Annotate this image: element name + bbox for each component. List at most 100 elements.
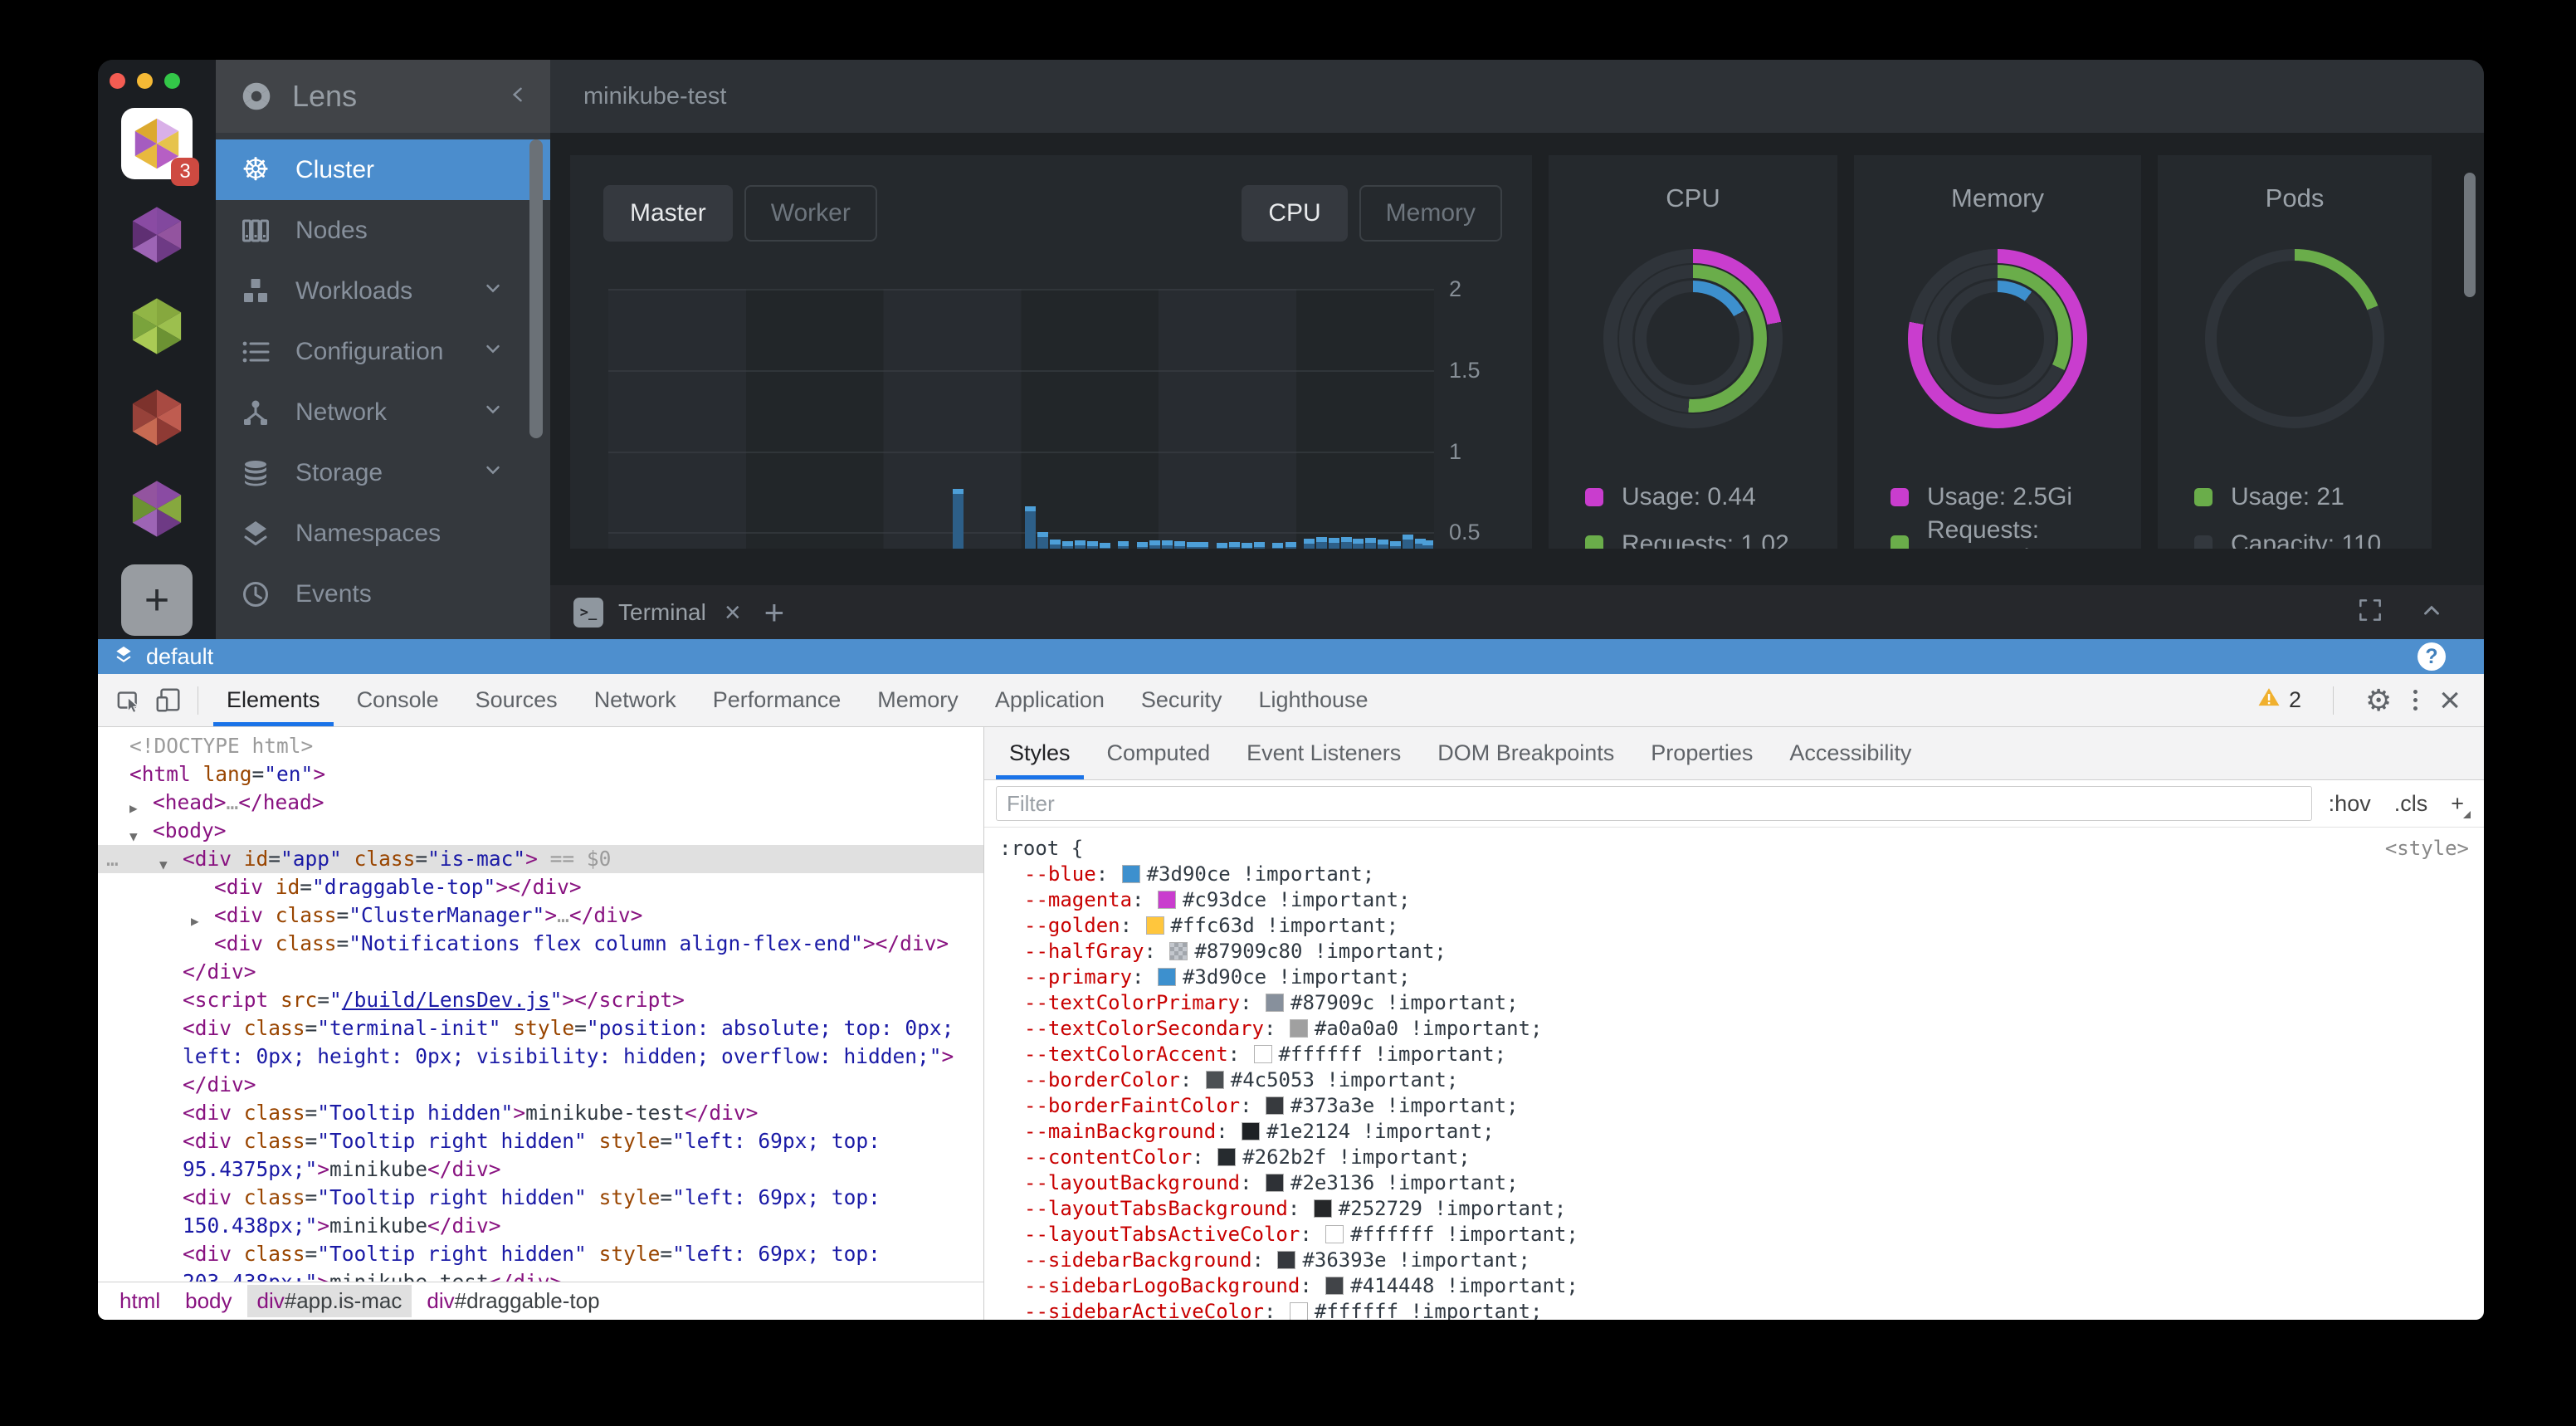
- sidebar-item-workloads[interactable]: Workloads: [216, 261, 550, 321]
- devtools-tab-application[interactable]: Application: [994, 687, 1105, 712]
- css-variable[interactable]: --contentColor: #262b2f !important;: [1024, 1145, 1471, 1169]
- sidebar-item-network[interactable]: Network: [216, 382, 550, 442]
- terminal-add-button[interactable]: +: [764, 592, 785, 632]
- color-swatch[interactable]: [1325, 1277, 1344, 1295]
- breadcrumb-item[interactable]: div #app.is-mac: [246, 1285, 412, 1317]
- help-button[interactable]: ?: [2417, 642, 2446, 671]
- cluster-tile-cluster-5[interactable]: [121, 473, 193, 545]
- sidebar-item-configuration[interactable]: Configuration: [216, 321, 550, 382]
- dom-tree-node[interactable]: <!DOCTYPE html>: [129, 734, 314, 758]
- sidebar-scrollbar[interactable]: [529, 139, 543, 438]
- sidebar-item-events[interactable]: Events: [216, 564, 550, 624]
- color-swatch[interactable]: [1242, 1122, 1261, 1140]
- color-swatch[interactable]: [1157, 968, 1176, 986]
- collapse-arrow-icon[interactable]: ▼: [129, 828, 138, 844]
- dom-tree-node[interactable]: <html lang="en">: [129, 762, 326, 786]
- dom-tree-node[interactable]: 95.4375px;">minikube</div>: [183, 1157, 501, 1181]
- chevron-up-icon[interactable]: [2419, 598, 2444, 627]
- dom-tree-node[interactable]: </div>: [183, 1072, 256, 1096]
- new-style-rule-button[interactable]: +: [2451, 790, 2471, 818]
- more-options-icon[interactable]: [2413, 690, 2418, 711]
- cluster-tile-cluster-2[interactable]: [121, 199, 193, 271]
- cluster-tile-cluster-3[interactable]: [121, 291, 193, 362]
- styles-rules[interactable]: <style> :root { --blue: #3d90ce !importa…: [984, 828, 2484, 1320]
- css-variable[interactable]: --borderFaintColor: #373a3e !important;: [1024, 1094, 1519, 1117]
- dom-tree-node[interactable]: <div class="Tooltip right hidden" style=…: [183, 1242, 881, 1266]
- dom-tree-node[interactable]: <div class="Tooltip right hidden" style=…: [183, 1129, 881, 1153]
- styles-filter-input[interactable]: [996, 786, 2312, 821]
- dom-tree-node[interactable]: ▼ <body>: [98, 817, 983, 845]
- expand-arrow-icon[interactable]: ▶: [129, 800, 138, 816]
- devtools-tab-memory[interactable]: Memory: [877, 687, 959, 712]
- color-swatch[interactable]: [1325, 1225, 1344, 1243]
- sidebar-item-nodes[interactable]: Nodes: [216, 200, 550, 261]
- dom-tree-node[interactable]: <script src="/build/LensDev.js"></script…: [183, 988, 685, 1012]
- breadcrumb-item[interactable]: html: [120, 1288, 161, 1313]
- sidebar-item-namespaces[interactable]: Namespaces: [216, 503, 550, 564]
- sidebar-item-storage[interactable]: Storage: [216, 442, 550, 503]
- styles-tab-accessibility[interactable]: Accessibility: [1789, 740, 1912, 765]
- devtools-tab-performance[interactable]: Performance: [712, 687, 842, 712]
- color-swatch[interactable]: [1289, 1302, 1308, 1320]
- color-swatch[interactable]: [1169, 942, 1188, 960]
- cluster-tile-cluster-1[interactable]: 3: [121, 108, 199, 186]
- sidebar-item-cluster[interactable]: ☸ Cluster: [216, 139, 550, 200]
- node-master-button[interactable]: Master: [603, 185, 733, 242]
- css-variable[interactable]: --magenta: #c93dce !important;: [1024, 888, 1411, 911]
- devtools-tab-network[interactable]: Network: [593, 687, 676, 712]
- color-swatch[interactable]: [1121, 865, 1140, 883]
- zoom-window-button[interactable]: [164, 73, 180, 89]
- color-swatch[interactable]: [1266, 1174, 1284, 1192]
- devtools-tab-sources[interactable]: Sources: [475, 687, 558, 712]
- dom-tree-node[interactable]: <div class="Tooltip hidden">minikube-tes…: [183, 1101, 759, 1125]
- css-variable[interactable]: --layoutBackground: #2e3136 !important;: [1024, 1171, 1519, 1194]
- device-toolbar-icon[interactable]: [149, 681, 188, 720]
- terminal-tab[interactable]: Terminal: [618, 598, 706, 625]
- css-variable[interactable]: --textColorSecondary: #a0a0a0 !important…: [1024, 1017, 1543, 1040]
- dom-tree-node[interactable]: <div class="terminal-init" style="positi…: [183, 1016, 954, 1040]
- css-variable[interactable]: --golden: #ffc63d !important;: [1024, 914, 1399, 937]
- dom-tree-node[interactable]: </div>: [183, 960, 256, 984]
- terminal-close-button[interactable]: ×: [724, 596, 741, 628]
- devtools-tab-security[interactable]: Security: [1140, 687, 1222, 712]
- css-variable[interactable]: --sidebarBackground: #36393e !important;: [1024, 1248, 1530, 1272]
- dom-tree[interactable]: <!DOCTYPE html> <html lang="en"> ▶ <head>…<…: [98, 727, 983, 1282]
- styles-tab-event-listeners[interactable]: Event Listeners: [1247, 740, 1402, 765]
- inspect-element-icon[interactable]: [111, 681, 149, 720]
- devtools-tab-console[interactable]: Console: [356, 687, 439, 712]
- dom-tree-node[interactable]: <div id="draggable-top"></div>: [214, 875, 582, 899]
- breadcrumb-item[interactable]: div #draggable-top: [427, 1288, 600, 1313]
- styles-tab-properties[interactable]: Properties: [1651, 740, 1754, 765]
- color-swatch[interactable]: [1313, 1199, 1332, 1218]
- settings-gear-icon[interactable]: ⚙: [2365, 682, 2393, 717]
- active-namespace[interactable]: default: [146, 643, 214, 669]
- devtools-tab-lighthouse[interactable]: Lighthouse: [1258, 687, 1368, 712]
- color-swatch[interactable]: [1277, 1251, 1296, 1269]
- metric-memory-button[interactable]: Memory: [1359, 185, 1502, 242]
- node-worker-button[interactable]: Worker: [744, 185, 877, 242]
- close-window-button[interactable]: [110, 73, 125, 89]
- collapse-arrow-icon[interactable]: ▼: [159, 857, 168, 872]
- dom-tree-node[interactable]: <div class="Notifications flex column al…: [214, 931, 949, 955]
- dom-tree-node[interactable]: 150.438px;">minikube</div>: [183, 1214, 501, 1238]
- styles-tab-dom-breakpoints[interactable]: DOM Breakpoints: [1437, 740, 1615, 765]
- color-swatch[interactable]: [1157, 891, 1176, 909]
- expand-dock-icon[interactable]: [2358, 598, 2383, 627]
- css-variable[interactable]: --sidebarActiveColor: #ffffff !important…: [1024, 1300, 1543, 1320]
- css-variable[interactable]: --borderColor: #4c5053 !important;: [1024, 1068, 1459, 1091]
- dom-tree-node[interactable]: left: 0px; height: 0px; visibility: hidd…: [183, 1044, 954, 1068]
- warnings-indicator[interactable]: 2: [2257, 686, 2301, 715]
- cluster-tile-cluster-4[interactable]: [121, 382, 193, 453]
- color-swatch[interactable]: [1289, 1019, 1308, 1038]
- color-swatch[interactable]: [1217, 1148, 1237, 1166]
- content-scrollbar[interactable]: [2464, 173, 2476, 297]
- color-swatch[interactable]: [1145, 916, 1164, 935]
- css-variable[interactable]: --blue: #3d90ce !important;: [1024, 862, 1375, 886]
- style-attribution[interactable]: <style>: [2384, 837, 2469, 860]
- hover-state-button[interactable]: :hov: [2328, 790, 2371, 816]
- chevron-left-icon[interactable]: [507, 84, 529, 110]
- devtools-tab-elements[interactable]: Elements: [208, 674, 339, 726]
- dom-tree-node[interactable]: ▶ <head>…</head>: [98, 789, 983, 817]
- dom-tree-node[interactable]: 203.438px;">minikube-test</div>: [98, 1268, 983, 1282]
- css-variable[interactable]: --sidebarLogoBackground: #414448 !import…: [1024, 1274, 1578, 1297]
